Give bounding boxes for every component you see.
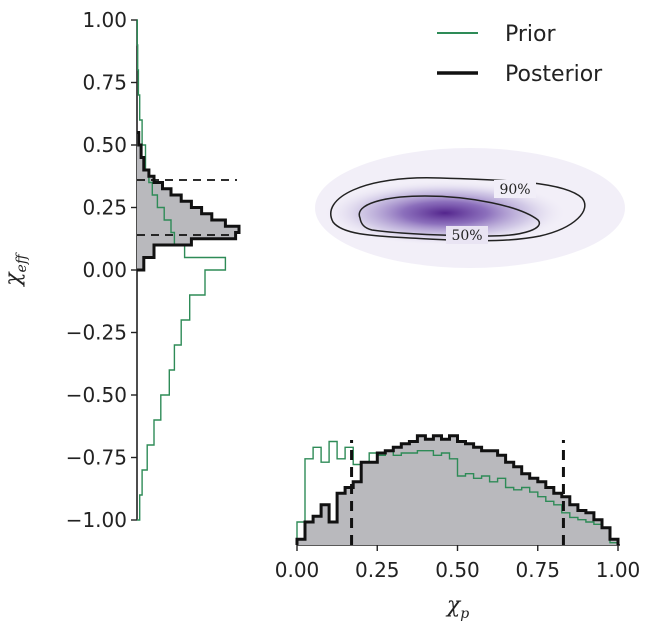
contour-50 — [358, 195, 541, 237]
x-axis-label: χp — [445, 593, 469, 622]
y-tick-label: 0.00 — [82, 258, 127, 282]
posterior-hist-left — [137, 131, 241, 272]
prior-hist-bottom — [296, 440, 619, 545]
joint-density-panel: 90% 50% — [315, 148, 625, 268]
y-tick-label: −0.50 — [66, 383, 127, 407]
prior-hist-left — [136, 19, 227, 521]
y-tick-label: −0.25 — [66, 321, 127, 345]
contour-label-50-bg — [446, 226, 488, 244]
y-tick-label: 0.50 — [82, 133, 127, 157]
x-tick-label: 0.50 — [435, 558, 480, 582]
legend-posterior-label: Posterior — [505, 62, 603, 87]
y-axis-label-sub: eff — [14, 252, 30, 272]
x-tick-label: 0.25 — [355, 558, 400, 582]
legend: Prior Posterior — [437, 22, 603, 87]
x-tick-label: 0.00 — [275, 558, 320, 582]
y-tick-label: −0.75 — [66, 446, 127, 470]
y-tick-label: 0.75 — [82, 71, 127, 95]
x-axis-label-sub: p — [460, 606, 469, 622]
y-tick-label: −1.00 — [66, 508, 127, 532]
left-marginal-panel: 1.00 0.75 0.50 0.25 0.00 −0.25 −0.50 −0.75 −1.00… — [1, 8, 241, 532]
x-tick-label: 1.00 — [596, 558, 641, 582]
x-tick-label: 0.75 — [515, 558, 560, 582]
contour-label-50: 50% — [451, 228, 482, 244]
contour-label-90-bg — [494, 180, 536, 198]
y-tick-label: 1.00 — [82, 8, 127, 32]
legend-prior-label: Prior — [505, 22, 556, 47]
contour-label-90: 90% — [499, 182, 530, 198]
y-tick-label: 0.25 — [82, 196, 127, 220]
y-axis-label: χeff — [1, 252, 30, 288]
contour-90 — [330, 177, 586, 242]
bottom-marginal-panel: 0.00 0.25 0.50 0.75 1.00 χp — [275, 434, 641, 622]
posterior-hist-bottom — [295, 434, 620, 545]
